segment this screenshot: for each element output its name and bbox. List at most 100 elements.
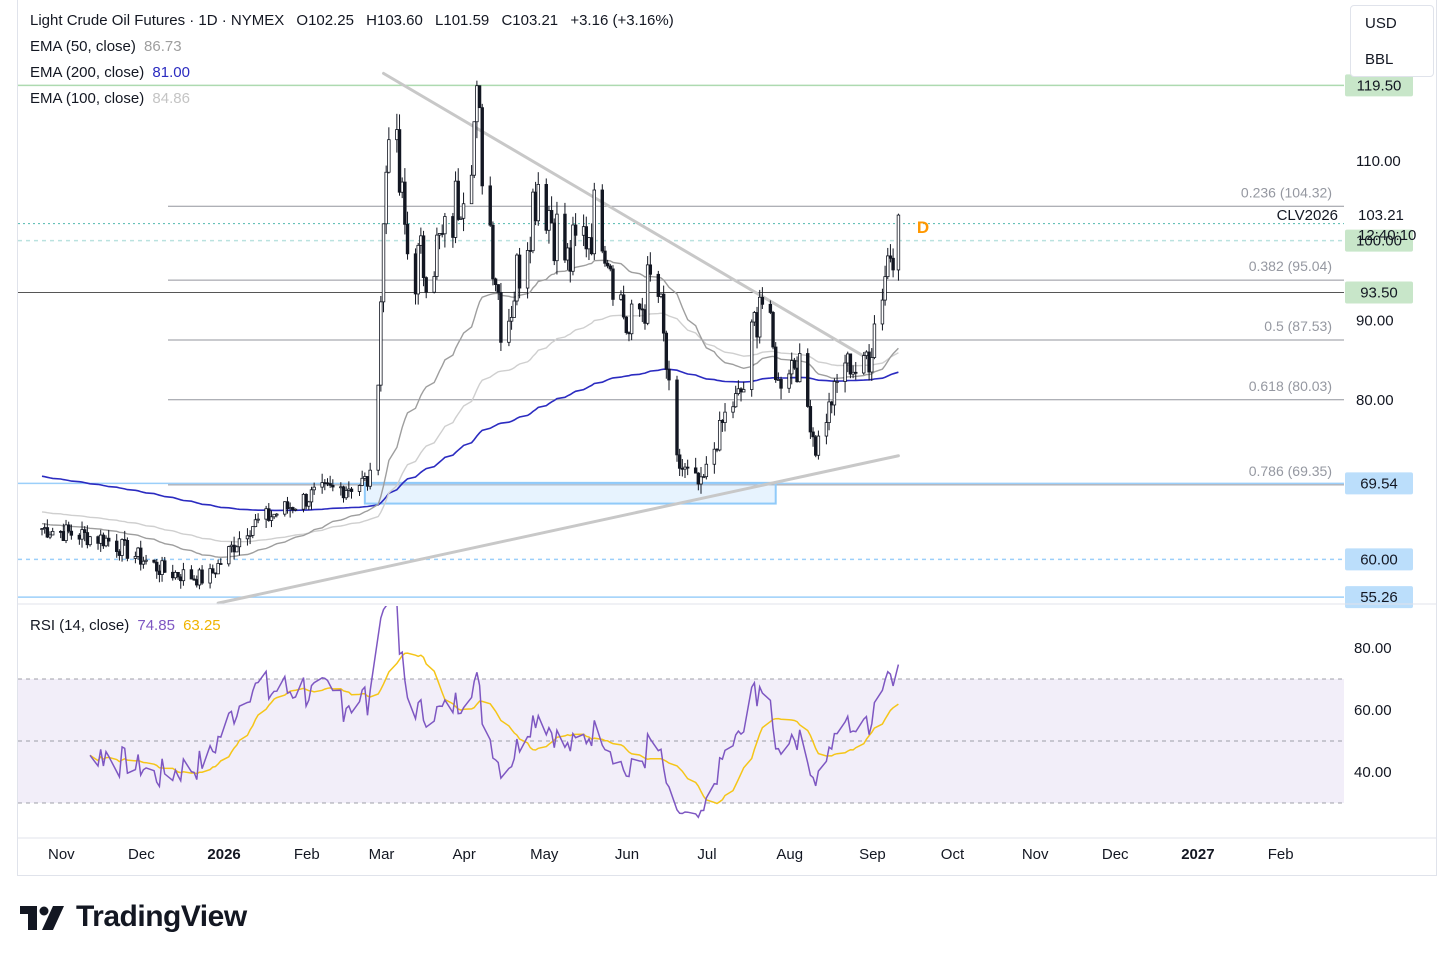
time-tick-label: Aug xyxy=(776,846,803,863)
candle-body xyxy=(693,467,698,474)
rsi-tick-label: 40.00 xyxy=(1354,764,1392,781)
candle-body xyxy=(685,466,690,469)
candle-body xyxy=(758,296,762,338)
horizontal-levels xyxy=(18,84,1344,598)
candle-body xyxy=(40,528,44,530)
candle-body xyxy=(741,389,746,393)
candle-body xyxy=(50,530,55,536)
fibonacci-retracement[interactable]: 0.236 (104.32) 0.382 (95.04) 0.5 (87.53) 0.… xyxy=(168,184,1344,486)
candle-body xyxy=(816,435,821,456)
close-value: C103.21 xyxy=(501,12,559,29)
candle-body xyxy=(256,518,260,521)
time-tick-label: Nov xyxy=(1022,846,1049,863)
candle-body xyxy=(755,312,759,338)
candle-body xyxy=(832,381,837,406)
unit-label[interactable]: BBL xyxy=(1365,51,1394,68)
symbol-legend[interactable]: Light Crude Oil Futures · 1D · NYMEX O10… xyxy=(30,12,674,29)
candle-body xyxy=(229,544,234,548)
candle-body xyxy=(896,214,901,271)
candle-body xyxy=(432,276,436,293)
candle-body xyxy=(619,294,623,300)
candle-body xyxy=(456,180,460,220)
candle-body xyxy=(451,216,455,238)
candle-body xyxy=(643,309,647,324)
rsi-legend[interactable]: RSI (14, close) 74.85 63.25 xyxy=(30,617,221,634)
fib-label: 0.5 (87.53) xyxy=(1264,318,1332,334)
candle-body xyxy=(285,501,290,509)
fib-label: 0.618 (80.03) xyxy=(1249,378,1332,394)
candle-body xyxy=(77,534,82,540)
candle-body xyxy=(443,216,447,235)
candle-body xyxy=(603,250,607,264)
candle-body xyxy=(163,560,167,573)
triangle-trendlines[interactable] xyxy=(216,71,900,605)
candle-body xyxy=(181,569,186,582)
candle-body xyxy=(341,486,346,499)
rsi-axis: 80.00 60.00 40.00 xyxy=(1354,640,1392,781)
rsi-series xyxy=(89,606,900,819)
candle-body xyxy=(768,303,773,313)
candle-body xyxy=(368,469,372,487)
candle-body xyxy=(216,563,220,575)
candle-body xyxy=(45,527,50,538)
candle-body xyxy=(790,360,794,375)
tradingview-logo[interactable]: TradingView xyxy=(20,900,247,934)
time-tick-label: Dec xyxy=(128,846,155,863)
candle-body xyxy=(704,463,709,478)
candle-body xyxy=(814,436,818,456)
candle-body xyxy=(656,273,661,297)
candle-body xyxy=(413,253,418,295)
ema200-legend[interactable]: EMA (200, close) 81.00 xyxy=(30,64,190,81)
time-axis[interactable]: Nov Dec 2026 Feb Mar Apr May Jun Jul Aug Sep Oct Nov… xyxy=(48,846,1294,863)
candle-body xyxy=(531,191,535,252)
candle-body xyxy=(846,353,850,364)
price-tick-label: 80.00 xyxy=(1356,392,1394,409)
candle-body xyxy=(328,483,332,486)
candle-body xyxy=(547,210,551,231)
candle-body xyxy=(806,353,810,407)
level-badge xyxy=(1345,548,1413,571)
demand-zone[interactable] xyxy=(363,481,777,505)
candle-body xyxy=(376,384,380,471)
candle-body xyxy=(824,422,829,437)
candle-body xyxy=(886,255,890,278)
candle-body xyxy=(600,189,604,252)
candle-body xyxy=(325,482,330,485)
price-axis[interactable]: 119.50 100.00 93.50 69.54 60.00 55.26 110.00 90… xyxy=(917,74,1417,609)
candle-body xyxy=(459,217,463,220)
fib-label: 0.382 (95.04) xyxy=(1249,258,1332,274)
ema50-legend[interactable]: EMA (50, close) 86.73 xyxy=(30,38,182,55)
currency-label[interactable]: USD xyxy=(1365,15,1397,32)
candle-body xyxy=(405,223,410,255)
candle-body xyxy=(152,559,156,563)
chart-frame xyxy=(17,0,1437,876)
candle-body xyxy=(573,224,578,236)
candle-body xyxy=(211,568,215,574)
candle-body xyxy=(533,191,538,222)
candle-body xyxy=(160,560,164,575)
candle-body xyxy=(363,476,367,479)
candle-body xyxy=(253,519,258,528)
candle-body xyxy=(139,547,143,565)
symbol-title[interactable]: Light Crude Oil Futures · 1D · NYMEX xyxy=(30,12,285,29)
candle-body xyxy=(776,379,781,381)
candle-body xyxy=(624,316,629,333)
candle-body xyxy=(808,406,813,433)
candle-body xyxy=(304,493,308,507)
rsi-ma-value: 63.25 xyxy=(183,617,221,634)
candle-body xyxy=(440,233,444,235)
candle-body xyxy=(283,501,287,515)
candle-body xyxy=(507,320,511,343)
candle-body xyxy=(288,507,292,509)
currency-unit-selector[interactable]: USD BBL xyxy=(1350,5,1434,77)
ema200-line xyxy=(41,368,899,512)
candle-body xyxy=(387,139,391,173)
candle-body xyxy=(141,560,146,565)
high-value: H103.60 xyxy=(366,12,423,29)
candle-body xyxy=(101,534,106,547)
time-tick-label: Jul xyxy=(697,846,716,863)
candle-body xyxy=(133,556,138,559)
ema100-legend[interactable]: EMA (100, close) 84.86 xyxy=(30,90,190,107)
candle-body xyxy=(365,476,370,487)
